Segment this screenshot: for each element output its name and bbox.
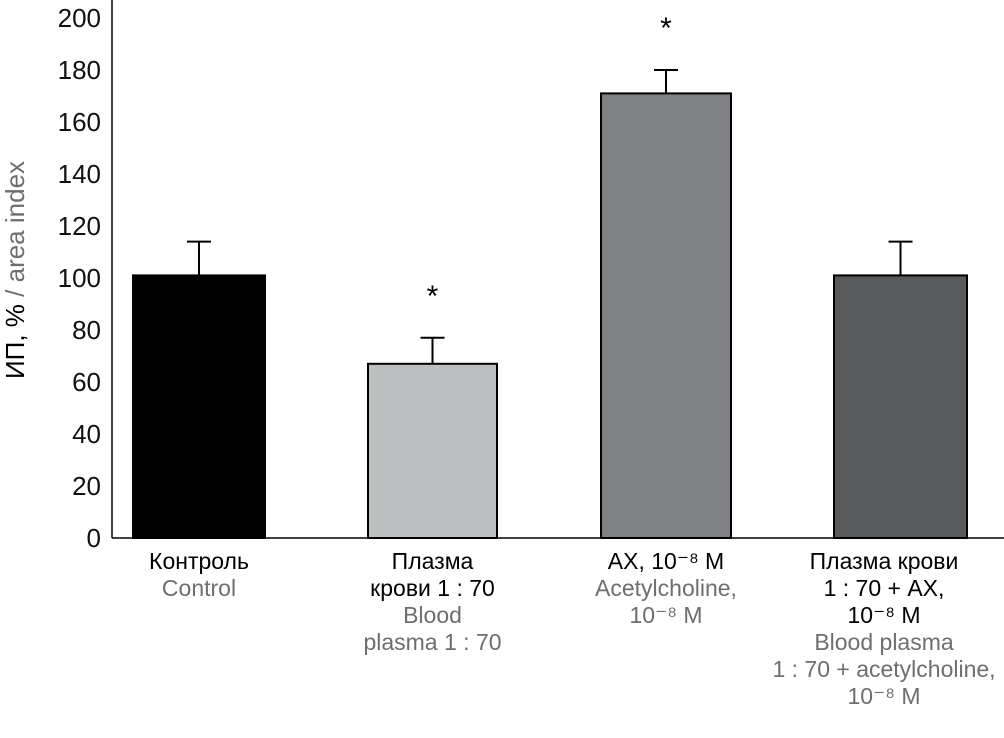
x-category-label-4: Плазма крови 1 : 70 + АХ, 10⁻⁸ М Blood plas… [764, 548, 1004, 710]
category-label-en: Control [161, 575, 237, 601]
category-label-en: 10⁻⁸ M [629, 602, 703, 628]
x-category-label-1: Контроль Control [79, 548, 319, 602]
bar-3 [600, 92, 732, 540]
y-axis-label-en: / area index [0, 161, 30, 304]
category-label-en: Blood plasma [814, 629, 954, 655]
bars-group: ** [132, 12, 968, 540]
bar-2 [367, 362, 498, 539]
x-category-label-2: Плазма крови 1 : 70 Blood plasma 1 : 70 [313, 548, 553, 656]
y-tick-label: 160 [58, 107, 101, 137]
y-axis-label: ИП, % / area index [0, 161, 30, 379]
y-axis-ticks: 0 20 40 60 80 100 120 140 160 180 200 [58, 3, 101, 553]
category-label-en: 10⁻⁸ M [847, 683, 921, 709]
bar-4 [833, 274, 968, 539]
category-label-ru: АХ, 10⁻⁸ М [607, 548, 725, 574]
category-label-ru: крови 1 : 70 [370, 575, 495, 601]
category-label-en: plasma 1 : 70 [363, 629, 502, 655]
category-label-en: Blood [403, 602, 462, 628]
category-label-ru: Плазма [391, 548, 474, 574]
bar-1 [132, 274, 266, 539]
category-label-en: 1 : 70 + acetylcholine, [772, 656, 996, 682]
category-label-ru: Контроль [149, 548, 249, 574]
significance-marker-3: * [660, 12, 672, 45]
y-tick-label: 180 [58, 55, 101, 85]
y-tick-label: 0 [87, 523, 101, 553]
y-tick-label: 100 [58, 263, 101, 293]
y-tick-label: 20 [72, 471, 101, 501]
category-label-ru: Плазма крови [809, 548, 959, 574]
category-label-en: Acetylcholine, [595, 575, 737, 601]
y-tick-label: 200 [58, 3, 101, 33]
x-category-label-3: АХ, 10⁻⁸ М Acetylcholine, 10⁻⁸ M [546, 548, 786, 629]
significance-marker-2: * [427, 280, 439, 313]
category-label-ru: 1 : 70 + АХ, [823, 575, 945, 601]
y-tick-label: 60 [72, 367, 101, 397]
category-label-ru: 10⁻⁸ М [847, 602, 921, 628]
y-tick-label: 120 [58, 211, 101, 241]
y-tick-label: 80 [72, 315, 101, 345]
y-axis-label-ru: ИП, % [0, 304, 30, 379]
y-tick-label: 40 [72, 419, 101, 449]
y-tick-label: 140 [58, 159, 101, 189]
